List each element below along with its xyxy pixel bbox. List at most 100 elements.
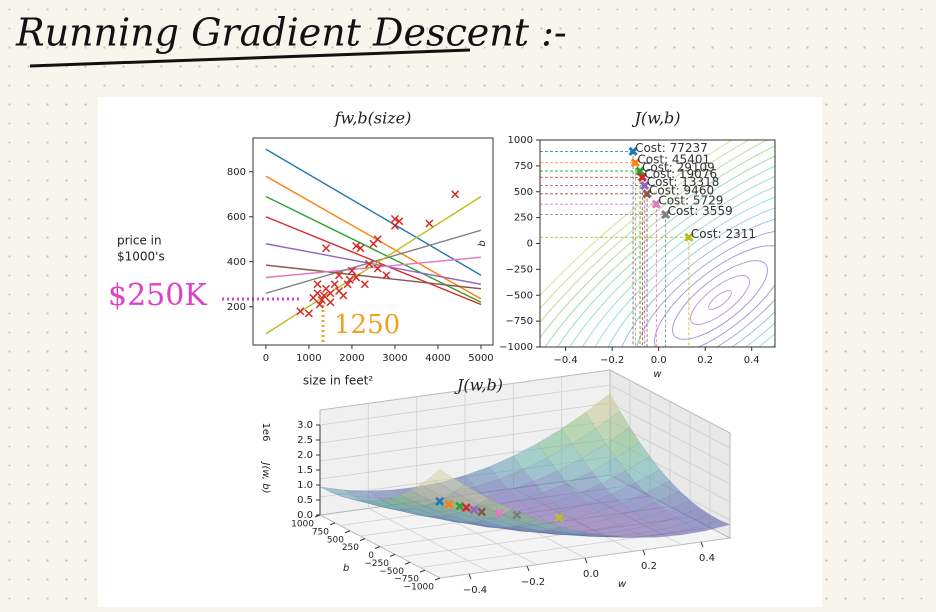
y-tick-label: −250 bbox=[506, 264, 533, 275]
x-tick-label: −0.4 bbox=[463, 585, 487, 596]
path-point bbox=[661, 209, 671, 220]
data-point bbox=[326, 298, 335, 307]
path-point bbox=[435, 496, 445, 506]
contour bbox=[540, 140, 775, 347]
title-underline bbox=[29, 48, 471, 68]
contour bbox=[617, 215, 775, 347]
chart-title: J(w,b) bbox=[454, 376, 503, 395]
x-tick-label: 0.0 bbox=[651, 355, 667, 366]
data-point bbox=[425, 219, 434, 228]
y-axis-label: b bbox=[477, 240, 488, 246]
x-tick-label: −0.4 bbox=[553, 355, 577, 366]
path-point bbox=[684, 232, 694, 242]
z-offset: 1e6 bbox=[260, 423, 271, 442]
y-tick bbox=[434, 577, 441, 581]
y-tick bbox=[314, 514, 321, 518]
y-tick-label: 600 bbox=[227, 212, 246, 223]
cost-label: Cost: 3559 bbox=[668, 204, 733, 218]
grid-line bbox=[319, 384, 731, 449]
y-tick bbox=[404, 561, 411, 565]
data-point bbox=[317, 295, 326, 305]
page-title: Running Gradient Descent :- bbox=[15, 11, 567, 55]
path-point bbox=[635, 166, 645, 176]
z-tick-label: 0.5 bbox=[297, 495, 313, 506]
data-point bbox=[373, 264, 382, 273]
data-point bbox=[352, 273, 361, 282]
x-tick bbox=[468, 573, 472, 580]
y-tick-label: −1000 bbox=[499, 342, 533, 353]
y-tick-label: 750 bbox=[514, 161, 533, 172]
y-tick-label: 1000 bbox=[291, 520, 314, 530]
y-tick-label: 0 bbox=[527, 239, 533, 250]
y-tick-label: −750 bbox=[506, 316, 533, 327]
data-point bbox=[334, 271, 344, 280]
data-point bbox=[395, 217, 404, 226]
y-tick-label: 1000 bbox=[508, 135, 533, 146]
x-axis-label: size in feet² bbox=[303, 374, 374, 388]
x-tick-label: −0.2 bbox=[600, 355, 624, 366]
cost-label: Cost: 9460 bbox=[649, 183, 714, 197]
z-tick-label: 2.5 bbox=[297, 435, 313, 446]
contour bbox=[540, 140, 775, 347]
y-tick bbox=[359, 538, 366, 542]
x-tick bbox=[584, 557, 588, 564]
data-point bbox=[451, 190, 460, 199]
y-tick-label: −1000 bbox=[404, 583, 435, 593]
path-point bbox=[444, 500, 454, 509]
x-tick-label: −0.2 bbox=[521, 577, 545, 588]
fit-line bbox=[265, 216, 482, 306]
path-point bbox=[477, 507, 487, 517]
y-tick-label: −500 bbox=[379, 567, 404, 577]
x-tick-label: 0 bbox=[263, 353, 269, 364]
chart-title: J(w,b) bbox=[631, 109, 680, 128]
contour bbox=[563, 170, 775, 347]
contour bbox=[708, 290, 732, 310]
data-point bbox=[356, 244, 365, 253]
contour bbox=[540, 140, 775, 347]
y-tick-label: 400 bbox=[227, 257, 246, 268]
fit-line bbox=[265, 243, 482, 285]
size-annotation: 1250 bbox=[334, 310, 400, 340]
path-point bbox=[469, 505, 479, 515]
x-tick bbox=[700, 541, 704, 548]
price-annotation: $250K bbox=[108, 278, 207, 313]
x-tick bbox=[526, 565, 530, 572]
cost-label: Cost: 13318 bbox=[647, 175, 720, 189]
path-point bbox=[640, 180, 650, 191]
y-tick-label: −750 bbox=[394, 575, 419, 585]
y-tick-label: 250 bbox=[514, 213, 533, 224]
data-point bbox=[373, 235, 382, 244]
data-point bbox=[345, 275, 354, 284]
data-point bbox=[304, 309, 313, 318]
path-point bbox=[455, 501, 465, 511]
x-tick-label: 4000 bbox=[425, 353, 450, 364]
contour bbox=[672, 260, 768, 340]
data-point bbox=[365, 259, 374, 269]
fit-line bbox=[265, 148, 482, 276]
y-axis-label: $1000's bbox=[117, 250, 165, 264]
contour bbox=[545, 155, 775, 347]
x-tick bbox=[642, 549, 646, 556]
y-tick bbox=[389, 553, 396, 557]
x-tick-label: 0.2 bbox=[641, 561, 657, 572]
contour bbox=[540, 140, 775, 347]
y-tick-label: 500 bbox=[327, 535, 344, 545]
cost-label: Cost: 2311 bbox=[691, 227, 756, 241]
data-point bbox=[322, 244, 331, 253]
data-point bbox=[352, 241, 361, 251]
fit-line bbox=[265, 175, 482, 300]
y-tick bbox=[374, 546, 381, 549]
cost-label: Cost: 45401 bbox=[637, 152, 710, 166]
contour bbox=[690, 275, 750, 325]
y-tick-label: 250 bbox=[342, 543, 359, 553]
cost-label: Cost: 19076 bbox=[644, 167, 717, 181]
contour bbox=[599, 200, 775, 347]
data-point bbox=[360, 280, 369, 289]
y-tick-label: 0 bbox=[368, 551, 374, 561]
data-point bbox=[313, 289, 322, 298]
cost-label: Cost: 5729 bbox=[658, 194, 723, 208]
y-axis-label: price in bbox=[117, 234, 162, 248]
z-axis-label: J(w, b) bbox=[260, 461, 271, 494]
y-tick-label: 750 bbox=[312, 527, 329, 537]
